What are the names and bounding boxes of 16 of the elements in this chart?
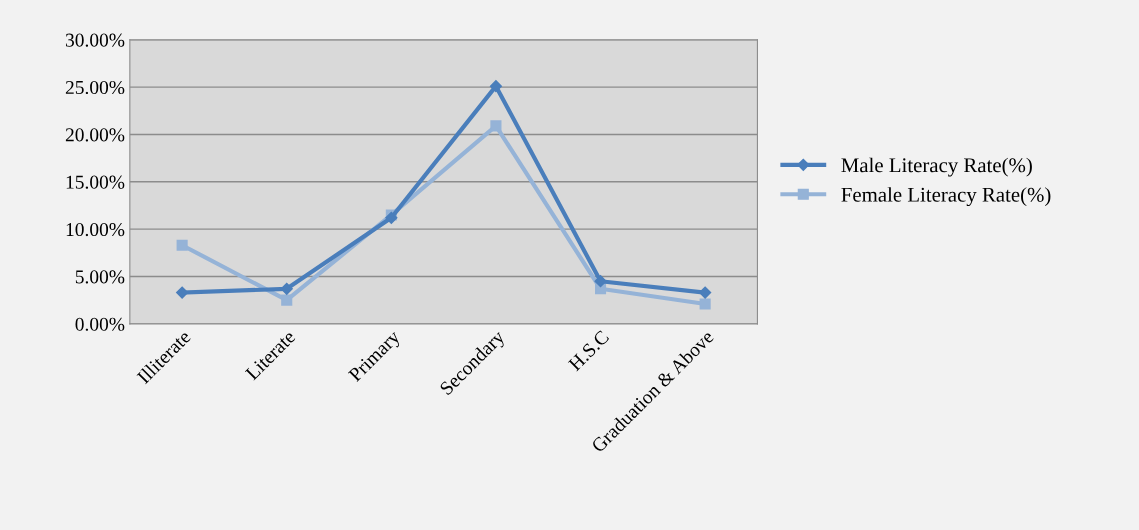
point <box>699 298 711 310</box>
legend-label: Male Literacy Rate(%) <box>841 157 1032 177</box>
y-tick-label: 10.00% <box>66 222 125 237</box>
y-tick-label: 25.00% <box>65 80 125 95</box>
point <box>281 294 293 306</box>
y-tick-label: 30.00% <box>65 33 125 47</box>
point <box>176 239 188 251</box>
y-tick-label: 5.00% <box>75 270 125 284</box>
point <box>594 275 607 288</box>
y-tick-label: 0.00% <box>75 317 125 331</box>
y-tick-label: 15.00% <box>66 175 125 189</box>
legend-label: Female Literacy Rate(%) <box>841 187 1051 207</box>
y-tick-label: 20.00% <box>65 128 125 142</box>
point <box>699 286 712 299</box>
point <box>490 120 502 132</box>
point <box>489 80 503 93</box>
